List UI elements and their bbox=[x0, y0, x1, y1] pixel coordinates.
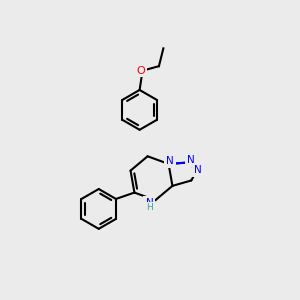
Text: N: N bbox=[146, 198, 153, 208]
Text: H: H bbox=[146, 203, 153, 212]
Text: N: N bbox=[194, 165, 202, 175]
Text: N: N bbox=[166, 156, 174, 166]
Text: O: O bbox=[137, 66, 146, 76]
Text: N: N bbox=[187, 154, 194, 164]
